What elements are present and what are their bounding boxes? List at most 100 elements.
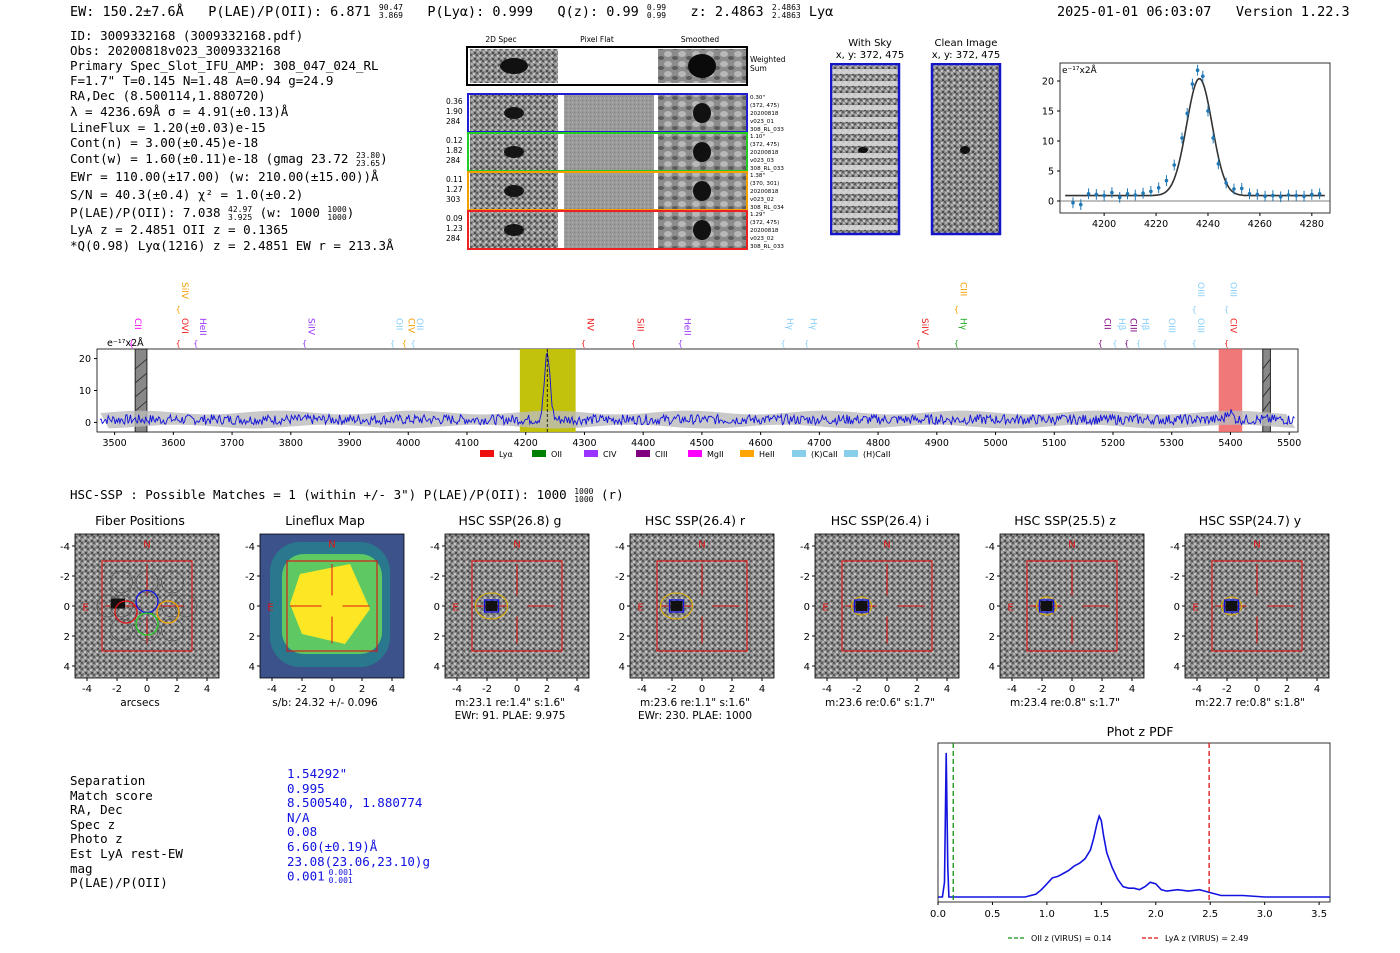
cutout-xtick: -4 bbox=[822, 684, 832, 695]
svg-text:Weighted: Weighted bbox=[750, 55, 786, 64]
cutout-ytick: 0 bbox=[619, 602, 625, 613]
twod-row-stat: 1.90 bbox=[446, 107, 463, 116]
twod-row-stat: 0.12 bbox=[446, 136, 463, 145]
twod-row-stat: 284 bbox=[446, 117, 461, 126]
cutout-xtick: -4 bbox=[1007, 684, 1017, 695]
spectrum-line-label: CII bbox=[1101, 318, 1111, 330]
cutout-xtick: -2 bbox=[852, 684, 862, 695]
cutout-title: Lineflux Map bbox=[285, 513, 365, 528]
twod-row-meta: 1.29" bbox=[750, 212, 765, 218]
info-lambda: λ = 4236.69Å σ = 4.91(±0.13)Å bbox=[70, 104, 289, 119]
spectrum-line-label: Hγ bbox=[957, 318, 967, 331]
twod-row-stat: 1.23 bbox=[446, 224, 463, 233]
line-fit-chart: 0 5 10 15 20 4200 4220 4240 4260 4280 e⁻¹⁷x2Å bbox=[1042, 62, 1331, 230]
cutout-xtick: 2 bbox=[1284, 684, 1290, 695]
cutout-ytick: 4 bbox=[249, 662, 255, 673]
svg-text:{: { bbox=[581, 339, 586, 348]
match-value: 0.995 bbox=[287, 780, 325, 796]
linefit-data-point bbox=[1302, 194, 1306, 198]
info-lya-z: LyA z = 2.4851 OII z = 0.1365 bbox=[70, 222, 289, 237]
spectrum-line-label: OIII bbox=[1166, 318, 1176, 333]
svg-text:{: { bbox=[1224, 339, 1229, 348]
spectrum-masked-region bbox=[134, 348, 148, 433]
linefit-ytick: 15 bbox=[1042, 107, 1054, 118]
linefit-data-point bbox=[1164, 178, 1169, 183]
cutout-ytick: 4 bbox=[804, 662, 810, 673]
cutout-xtick: -2 bbox=[297, 684, 307, 695]
cutout-caption: s/b: 24.32 +/- 0.096 bbox=[272, 697, 378, 709]
cutout-ytick: -4 bbox=[615, 542, 625, 553]
match-label: Spec z bbox=[70, 816, 116, 832]
cutout-xtick: 2 bbox=[544, 684, 550, 695]
twod-row-meta: 20200818 bbox=[750, 189, 779, 195]
twod-row-meta: v023_03 bbox=[750, 158, 774, 164]
cutout-title: HSC SSP(26.4) r bbox=[644, 513, 746, 528]
cutout-xtick: 0 bbox=[329, 684, 335, 695]
linefit-data-point bbox=[1172, 163, 1177, 167]
cutout-image: N E 4 -4 2 -2 0 0 -2 2 -4 4 bbox=[615, 533, 775, 695]
legend-swatch bbox=[740, 450, 754, 457]
cutout-xtick: 0 bbox=[514, 684, 520, 695]
spectrum-line-label: OVI bbox=[179, 318, 189, 334]
svg-text:{: { bbox=[954, 305, 959, 314]
east-label: E bbox=[452, 603, 458, 614]
twod-header-pixelflat: Pixel Flat bbox=[580, 35, 614, 44]
cutout-caption: m:23.6 re:1.1" s:1.6" bbox=[640, 697, 750, 709]
oii-legend-label: OII z (VIRUS) = 0.14 bbox=[1031, 934, 1111, 943]
spectrum-xtick: 3600 bbox=[161, 438, 185, 449]
legend-swatch bbox=[480, 450, 494, 457]
linefit-data-point bbox=[1224, 181, 1228, 185]
twod-row-meta: 20200818 bbox=[750, 111, 779, 117]
twod-row-meta: (372, 475) bbox=[750, 142, 779, 148]
svg-text:{: { bbox=[1224, 305, 1229, 314]
cutout-xtick: -2 bbox=[1037, 684, 1047, 695]
info-plae: P(LAE)/P(OII): 7.038 42.97 3.925 (w: 1000… bbox=[70, 204, 355, 222]
photz-xtick: 1.5 bbox=[1093, 909, 1109, 920]
spectrum-line-label: OII bbox=[414, 318, 424, 330]
svg-text:{: { bbox=[1192, 305, 1197, 314]
cutout-caption: m:23.4 re:0.8" s:1.7" bbox=[1010, 697, 1120, 709]
match-value: 8.500540, 1.880774 bbox=[287, 795, 423, 811]
twod-row-stat: 0.09 bbox=[446, 214, 463, 223]
cutout-xtick: 0 bbox=[1254, 684, 1260, 695]
cutout-image: N E 4 -4 2 -2 0 0 -2 2 -4 4 bbox=[430, 533, 590, 695]
with-sky-title: With Sky bbox=[848, 38, 892, 49]
twod-row-stat: 1.27 bbox=[446, 185, 463, 194]
twod-row-meta: (372, 475) bbox=[750, 220, 779, 226]
spectrum-xtick: 3900 bbox=[337, 438, 361, 449]
north-label: N bbox=[513, 540, 520, 551]
info-params: F=1.7" T=0.145 N=1.48 A=0.94 g=24.9 bbox=[70, 73, 334, 88]
linefit-data-point bbox=[1094, 192, 1099, 197]
twod-row-meta: 308_RL_033 bbox=[750, 166, 784, 172]
linefit-xtick: 4200 bbox=[1092, 219, 1116, 230]
legend-swatch bbox=[844, 450, 858, 457]
svg-text:{: { bbox=[916, 339, 921, 348]
spectrum-xtick: 4500 bbox=[690, 438, 714, 449]
info-cont-n: Cont(n) = 3.00(±0.45)e-18 bbox=[70, 135, 259, 150]
twod-row-meta: v023_02 bbox=[750, 197, 774, 203]
linefit-xtick: 4220 bbox=[1144, 219, 1168, 230]
cutout-caption: m:23.1 re:1.4" s:1.6" bbox=[455, 697, 565, 709]
cutout-ytick: 2 bbox=[434, 632, 440, 643]
east-label: E bbox=[82, 603, 88, 614]
cutout-xtick: 0 bbox=[1069, 684, 1075, 695]
spectrum-line-label: Hγ bbox=[784, 318, 794, 331]
linefit-data-point bbox=[1117, 195, 1122, 200]
cutout-image: N E 4 -4 2 -2 0 0 -2 2 -4 4 bbox=[1170, 533, 1330, 695]
spectrum-line-label: CIV bbox=[405, 318, 415, 334]
spectrum-xtick: 4700 bbox=[807, 438, 831, 449]
linefit-xtick: 4260 bbox=[1248, 219, 1272, 230]
spectrum-masked-region bbox=[1262, 348, 1271, 433]
cutout-xtick: 2 bbox=[914, 684, 920, 695]
svg-text:{: { bbox=[678, 339, 683, 348]
cutout-image: N E 4 -4 2 -2 0 0 -2 2 -4 4 bbox=[800, 533, 960, 695]
svg-text:{: { bbox=[193, 339, 198, 348]
cutout-xtick: -2 bbox=[482, 684, 492, 695]
legend-swatch bbox=[532, 450, 546, 457]
legend-label: Lyα bbox=[499, 450, 513, 459]
twod-row-meta: 20200818 bbox=[750, 228, 779, 234]
cutout-ytick: -4 bbox=[60, 542, 70, 553]
info-radec: RA,Dec (8.500114,1.880720) bbox=[70, 88, 266, 103]
header-line-name: Lyα bbox=[808, 4, 834, 20]
